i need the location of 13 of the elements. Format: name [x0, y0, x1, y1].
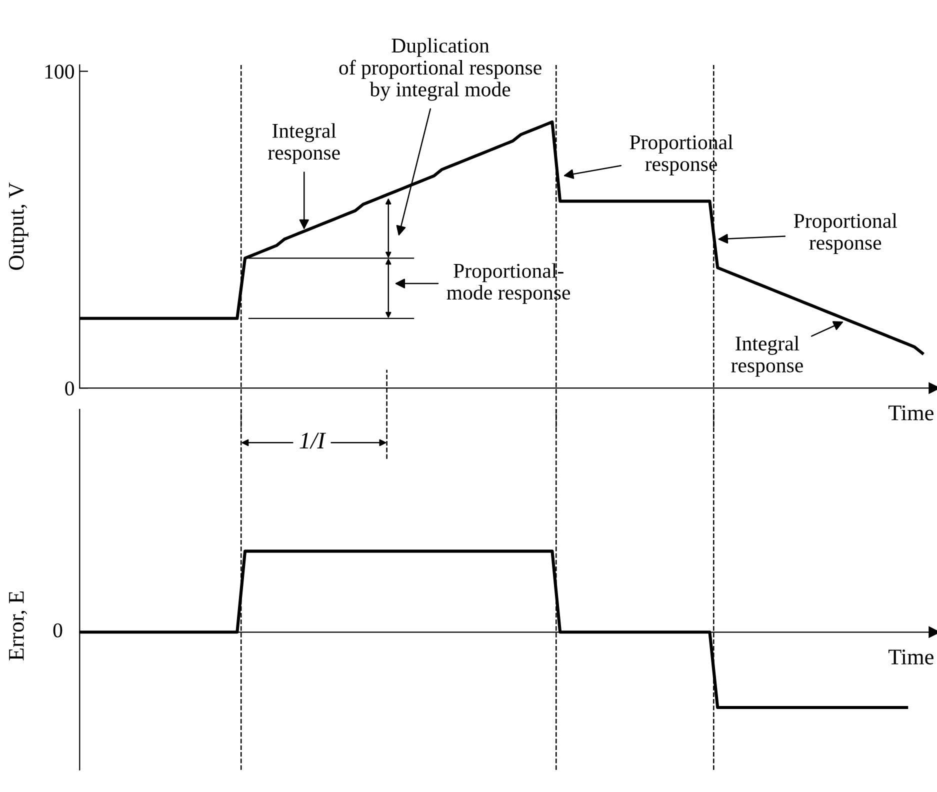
- annotation: Proportional response: [794, 213, 898, 254]
- annotation: Proportional- mode response: [446, 263, 570, 304]
- text: 0: [53, 623, 62, 638]
- text: 1/I: [300, 432, 326, 449]
- annotation: Duplication of proportional response by integral mode: [339, 38, 542, 101]
- annotation: Integral response: [268, 123, 340, 164]
- annotation: Integral response: [731, 336, 803, 377]
- annotation: Proportional response: [630, 134, 733, 176]
- x-axis-title: Time: [888, 650, 934, 664]
- x-axis-title: Time: [888, 405, 934, 420]
- y-tick-label: 100: [45, 64, 74, 79]
- y-axis-title: Output, V: [8, 182, 28, 270]
- y-axis-title: Error, E: [9, 591, 28, 660]
